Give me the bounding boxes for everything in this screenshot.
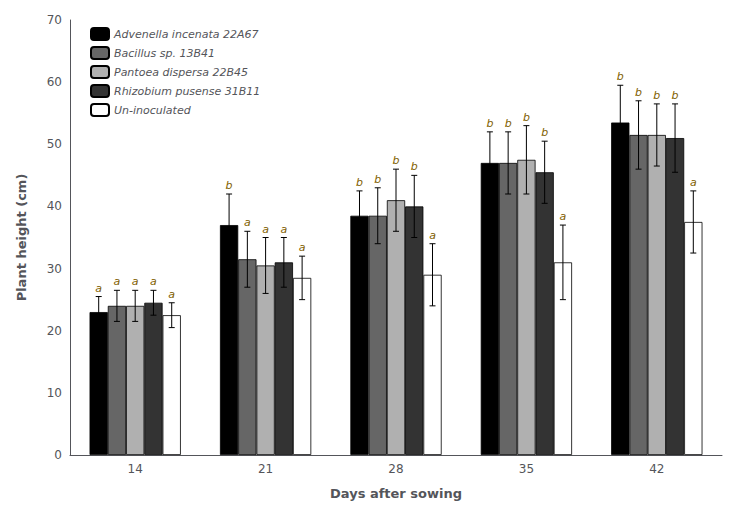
svg-text:Plant height (cm): Plant height (cm) <box>14 174 29 302</box>
svg-text:42: 42 <box>649 462 664 476</box>
svg-text:Bacillus sp. 13B41: Bacillus sp. 13B41 <box>114 47 215 60</box>
svg-text:b: b <box>356 176 363 189</box>
svg-text:a: a <box>690 176 697 189</box>
svg-text:b: b <box>505 117 512 130</box>
svg-text:a: a <box>244 216 251 229</box>
svg-text:10: 10 <box>47 386 62 400</box>
svg-text:60: 60 <box>47 75 62 89</box>
svg-text:b: b <box>486 117 493 130</box>
svg-text:a: a <box>429 229 436 242</box>
svg-text:20: 20 <box>47 324 62 338</box>
svg-text:b: b <box>393 154 400 167</box>
svg-text:b: b <box>226 179 233 192</box>
svg-text:14: 14 <box>128 462 143 476</box>
svg-text:Rhizobium pusense 31B11: Rhizobium pusense 31B11 <box>114 85 260 98</box>
svg-text:a: a <box>95 282 102 295</box>
svg-text:50: 50 <box>47 137 62 151</box>
svg-text:b: b <box>617 70 624 83</box>
svg-text:40: 40 <box>47 199 62 213</box>
svg-text:a: a <box>560 210 567 223</box>
svg-text:Un-inoculated: Un-inoculated <box>114 104 192 117</box>
svg-text:Advenella incenata 22A67: Advenella incenata 22A67 <box>113 28 259 41</box>
svg-text:a: a <box>262 223 269 236</box>
svg-text:b: b <box>523 111 530 124</box>
svg-text:b: b <box>374 173 381 186</box>
svg-text:a: a <box>168 288 175 301</box>
svg-text:b: b <box>635 86 642 99</box>
svg-text:21: 21 <box>258 462 273 476</box>
svg-text:Pantoea dispersa 22B45: Pantoea dispersa 22B45 <box>114 66 248 79</box>
svg-text:b: b <box>541 126 548 139</box>
svg-text:30: 30 <box>47 262 62 276</box>
svg-text:a: a <box>150 275 157 288</box>
svg-text:b: b <box>672 89 679 102</box>
svg-text:35: 35 <box>519 462 534 476</box>
svg-text:a: a <box>132 275 139 288</box>
svg-text:b: b <box>653 89 660 102</box>
svg-text:0: 0 <box>54 448 62 462</box>
svg-text:b: b <box>411 160 418 173</box>
svg-text:28: 28 <box>388 462 403 476</box>
svg-text:a: a <box>299 241 306 254</box>
svg-text:a: a <box>114 275 121 288</box>
svg-text:70: 70 <box>47 13 62 27</box>
svg-text:a: a <box>280 223 287 236</box>
svg-text:Days after sowing: Days after sowing <box>330 486 462 501</box>
